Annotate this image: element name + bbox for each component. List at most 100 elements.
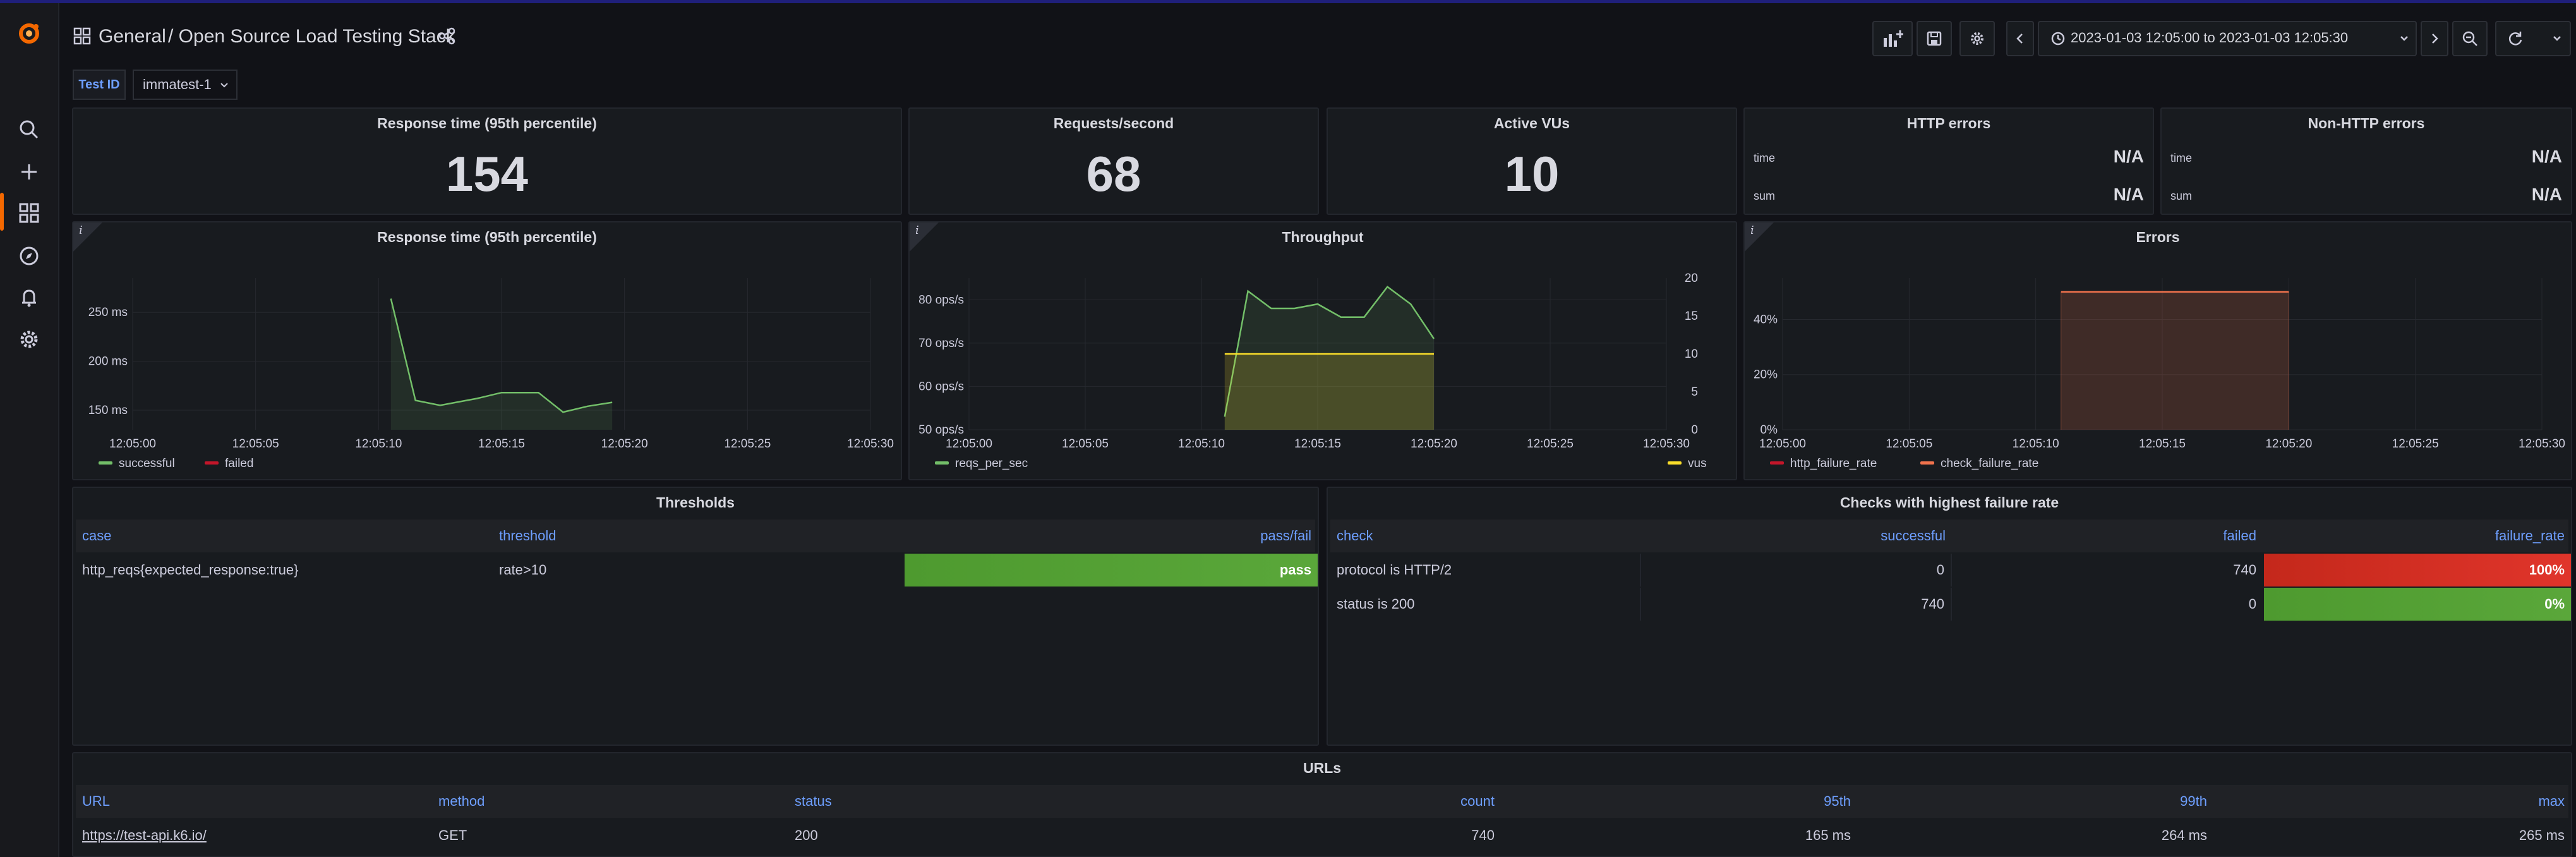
grafana-logo-icon[interactable]: [16, 21, 42, 46]
cell-95th: 165 ms: [1805, 827, 1851, 843]
save-dashboard-button[interactable]: [1917, 21, 1952, 56]
table-header-row: URL method status count 95th 99th max: [76, 785, 2568, 818]
cell-method: GET: [438, 827, 467, 843]
response-time-chart-panel[interactable]: i Response time (95th percentile) 12:05:…: [72, 221, 902, 480]
column-header-failure-rate[interactable]: failure_rate: [2495, 528, 2565, 544]
response-time-chart[interactable]: 12:05:00 12:05:05 12:05:10 12:05:15 12:05:20…: [73, 222, 901, 479]
panel-info-corner[interactable]: i: [910, 222, 939, 252]
url-link[interactable]: https://test-api.k6.io/: [82, 827, 207, 843]
panel-title: Non-HTTP errors: [2308, 115, 2425, 131]
x-tick-label: 12:05:15: [1294, 437, 1341, 451]
column-header-status[interactable]: status: [795, 793, 832, 809]
stat-response-time-panel[interactable]: Response time (95th percentile) 154: [72, 107, 902, 215]
time-forward-button[interactable]: [2421, 21, 2448, 56]
checks-panel[interactable]: Checks with highest failure rate check s…: [1327, 487, 2572, 746]
time-range-text: 2023-01-03 12:05:00 to 2023-01-03 12:05:…: [2071, 30, 2349, 46]
x-tick-label: 12:05:15: [478, 437, 525, 451]
table-header-row: case threshold pass/fail: [76, 520, 1315, 552]
cell-max: 265 ms: [2519, 827, 2565, 843]
table-header-row: check successful failed failure_rate: [1330, 520, 2568, 552]
search-icon[interactable]: [16, 117, 42, 142]
legend-swatch-http_failure_rate: [1770, 461, 1784, 465]
x-tick-label: 12:05:05: [1886, 437, 1932, 451]
urls-panel[interactable]: URLs URL method status count 95th 99th m…: [72, 752, 2572, 857]
kv-key: sum: [1754, 190, 1776, 202]
explore-compass-icon[interactable]: [16, 243, 42, 269]
breadcrumb-folder[interactable]: General: [99, 26, 166, 47]
errors-chart-panel[interactable]: i Errors 12:05:00 12:05:05 12:05:10 12:05:1…: [1743, 221, 2572, 480]
y-tick-label: 40%: [1754, 313, 1778, 326]
legend-swatch-reqs_per_sec: [935, 461, 949, 465]
throughput-chart-panel[interactable]: i Throughput 12:05:00 12:05:05 12:05:10 12:…: [908, 221, 1737, 480]
x-tick-label: 12:05:00: [109, 437, 156, 451]
kv-value: N/A: [2531, 185, 2562, 204]
column-header-check[interactable]: check: [1337, 528, 1373, 544]
thresholds-panel[interactable]: Thresholds case threshold pass/fail http…: [72, 487, 1319, 746]
cell-pass-fail: pass: [905, 554, 1318, 587]
refresh-button[interactable]: [2495, 21, 2571, 56]
dashboard-grid-icon: [73, 27, 91, 48]
legend-swatch-failed: [205, 461, 219, 465]
stat-http-errors-panel[interactable]: HTTP errors time N/A sum N/A: [1743, 107, 2154, 215]
testid-variable-select[interactable]: immatest-1: [133, 70, 238, 100]
stat-active-vus-panel[interactable]: Active VUs 10: [1327, 107, 1737, 215]
panel-title: URLs: [1303, 760, 1342, 776]
y-tick-label: 20%: [1754, 368, 1778, 382]
column-header-pass-fail[interactable]: pass/fail: [1260, 528, 1311, 544]
cell-failure-rate: 0%: [2264, 588, 2571, 621]
column-header-method[interactable]: method: [438, 793, 485, 809]
column-header-url[interactable]: URL: [82, 793, 111, 809]
stat-requests-panel[interactable]: Requests/second 68: [908, 107, 1319, 215]
panel-info-corner[interactable]: i: [1745, 222, 1774, 252]
alerting-bell-icon[interactable]: [16, 285, 42, 310]
y-tick-label: 80 ops/s: [918, 293, 964, 307]
panel-title: Requests/second: [1053, 115, 1174, 131]
column-header-threshold[interactable]: threshold: [499, 528, 557, 544]
dashboards-icon[interactable]: [16, 200, 42, 226]
y-right-tick-label: 5: [1691, 386, 1698, 399]
time-back-button[interactable]: [2006, 21, 2034, 56]
sidebar: [0, 3, 59, 857]
active-indicator: [0, 193, 4, 231]
cell-successful: 0: [1641, 554, 1952, 587]
kv-row: time N/A: [2170, 145, 2562, 171]
time-range-picker[interactable]: 2023-01-03 12:05:00 to 2023-01-03 12:05:…: [2038, 21, 2417, 56]
kv-key: time: [1754, 152, 1776, 164]
panel-info-corner[interactable]: i: [73, 222, 102, 252]
errors-chart[interactable]: 12:05:00 12:05:05 12:05:10 12:05:15 12:05:20…: [1745, 222, 2571, 479]
column-header-95th[interactable]: 95th: [1824, 793, 1851, 809]
column-header-count[interactable]: count: [1460, 793, 1495, 809]
x-tick-label: 12:05:00: [946, 437, 992, 451]
add-panel-button[interactable]: [1872, 21, 1913, 56]
cell-failed: 740: [2233, 562, 2256, 578]
column-header-case[interactable]: case: [82, 528, 112, 544]
stat-non-http-errors-panel[interactable]: Non-HTTP errors time N/A sum N/A: [2160, 107, 2572, 215]
share-icon[interactable]: [438, 27, 456, 48]
y-tick-label: 150 ms: [88, 404, 128, 417]
panel-title: HTTP errors: [1906, 115, 1991, 131]
zoom-out-icon: [2462, 31, 2477, 46]
cell-status: 200: [795, 827, 818, 843]
cell-threshold: rate>10: [499, 562, 547, 578]
panel-title: Active VUs: [1493, 115, 1570, 131]
dashboard-settings-button[interactable]: [1959, 21, 1995, 56]
dashboard-title[interactable]: / Open Source Load Testing Stack: [168, 26, 455, 47]
column-header-successful[interactable]: successful: [1881, 528, 1946, 544]
x-tick-label: 12:05:05: [232, 437, 279, 451]
stat-value: 154: [445, 146, 529, 202]
zoom-out-button[interactable]: [2452, 21, 2488, 56]
throughput-chart[interactable]: 12:05:00 12:05:05 12:05:10 12:05:15 12:05:20…: [910, 222, 1736, 479]
y-right-tick-label: 10: [1685, 348, 1698, 361]
x-tick-label: 12:05:20: [2265, 437, 2312, 451]
series-area-vus: [1224, 354, 1434, 430]
y-tick-label: 50 ops/s: [918, 423, 964, 437]
settings-gear-icon[interactable]: [16, 327, 42, 352]
column-header-max[interactable]: max: [2538, 793, 2565, 809]
x-tick-label: 12:05:30: [847, 437, 894, 451]
column-header-failed[interactable]: failed: [2223, 528, 2256, 544]
plus-icon[interactable]: [16, 159, 42, 185]
column-header-99th[interactable]: 99th: [2180, 793, 2207, 809]
chevron-down-icon: [220, 83, 228, 88]
legend-label-reqs_per_sec: reqs_per_sec: [955, 457, 1028, 470]
x-tick-label: 12:05:10: [355, 437, 402, 451]
